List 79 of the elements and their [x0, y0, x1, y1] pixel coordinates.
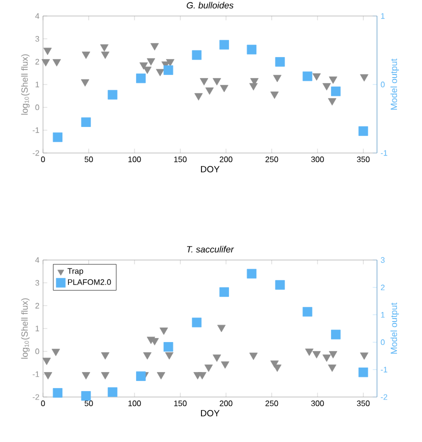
point: [156, 68, 164, 76]
point: [150, 43, 159, 50]
chart-title: T. sacculifer: [187, 246, 234, 252]
point: [302, 307, 312, 317]
point: [204, 364, 213, 372]
point: [220, 361, 230, 369]
point: [312, 351, 321, 358]
point: [52, 388, 62, 398]
point: [146, 58, 156, 66]
point: [273, 74, 282, 82]
y2-axis-title: Model output: [390, 58, 399, 110]
point: [192, 50, 202, 60]
point: [331, 86, 341, 96]
point: [302, 71, 312, 82]
point: [275, 57, 285, 67]
point: [82, 372, 90, 380]
point: [205, 87, 214, 95]
point: [80, 79, 90, 87]
point: [217, 324, 226, 332]
point: [101, 52, 110, 59]
point: [101, 372, 110, 380]
point: [246, 268, 256, 278]
point: [200, 78, 208, 86]
point: [198, 372, 206, 380]
point: [194, 93, 203, 100]
point: [101, 352, 110, 360]
point: [160, 328, 168, 335]
point: [275, 280, 285, 290]
point: [328, 351, 338, 358]
point: [331, 330, 341, 340]
y-axis-title: log$_{10}$(Shell flux): [21, 54, 30, 115]
point: [360, 352, 368, 360]
point: [212, 78, 222, 86]
point: [108, 90, 118, 100]
point: [81, 391, 91, 401]
point: [270, 92, 279, 99]
point: [44, 372, 52, 380]
point: [322, 83, 331, 90]
point: [328, 98, 336, 106]
point: [312, 73, 321, 81]
chart-title: G. bulloides: [186, 2, 234, 8]
point: [43, 48, 52, 56]
point: [328, 364, 336, 372]
point: [82, 52, 90, 59]
point: [52, 348, 60, 356]
y-axis-title: log$_{10}$(Shell flux): [21, 298, 30, 359]
point: [136, 74, 146, 84]
point: [219, 287, 229, 297]
point: [358, 368, 368, 378]
x-axis-title: DOY: [201, 166, 220, 172]
point: [100, 44, 108, 52]
point: [192, 318, 202, 328]
point: [42, 59, 50, 66]
point: [81, 117, 91, 127]
point: [305, 348, 314, 356]
point: [143, 66, 152, 74]
point: [219, 40, 229, 50]
point: [249, 352, 258, 360]
point: [164, 342, 174, 352]
point: [139, 62, 148, 70]
point: [220, 84, 228, 92]
x-axis-title: DOY: [201, 410, 220, 416]
point: [360, 74, 368, 82]
point: [52, 59, 61, 66]
point: [212, 354, 222, 362]
point: [166, 59, 174, 66]
point: [164, 65, 174, 75]
point: [165, 352, 174, 360]
point: [136, 371, 146, 381]
point: [322, 354, 331, 362]
point: [358, 126, 368, 136]
point: [156, 372, 166, 380]
y2-axis-title: Model output: [390, 302, 399, 354]
point: [108, 387, 118, 397]
point: [52, 132, 62, 142]
point: [246, 44, 256, 54]
point: [143, 352, 152, 360]
point: [42, 358, 51, 366]
point: [328, 76, 338, 84]
